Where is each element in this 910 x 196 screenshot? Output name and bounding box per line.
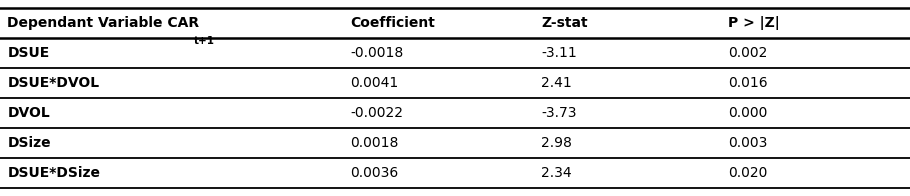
Text: -0.0022: -0.0022 [350,106,403,120]
Text: Dependant Variable CAR: Dependant Variable CAR [7,16,199,30]
Text: 2.98: 2.98 [541,136,572,150]
Text: 0.020: 0.020 [728,166,767,180]
Text: 2.34: 2.34 [541,166,572,180]
Text: 0.000: 0.000 [728,106,767,120]
Text: DSUE: DSUE [7,46,49,60]
Text: Coefficient: Coefficient [350,16,435,30]
Text: DSUE*DVOL: DSUE*DVOL [7,76,99,90]
Text: P > |Z|: P > |Z| [728,16,780,30]
Text: Z-stat: Z-stat [541,16,588,30]
Text: 0.0041: 0.0041 [350,76,399,90]
Text: -3.11: -3.11 [541,46,577,60]
Text: 0.0018: 0.0018 [350,136,399,150]
Text: DSize: DSize [7,136,51,150]
Text: 0.003: 0.003 [728,136,767,150]
Text: -0.0018: -0.0018 [350,46,404,60]
Text: 0.002: 0.002 [728,46,767,60]
Text: 2.41: 2.41 [541,76,572,90]
Text: t+1: t+1 [194,35,215,45]
Text: 0.016: 0.016 [728,76,768,90]
Text: -3.73: -3.73 [541,106,577,120]
Text: 0.0036: 0.0036 [350,166,399,180]
Text: DVOL: DVOL [7,106,50,120]
Text: DSUE*DSize: DSUE*DSize [7,166,100,180]
